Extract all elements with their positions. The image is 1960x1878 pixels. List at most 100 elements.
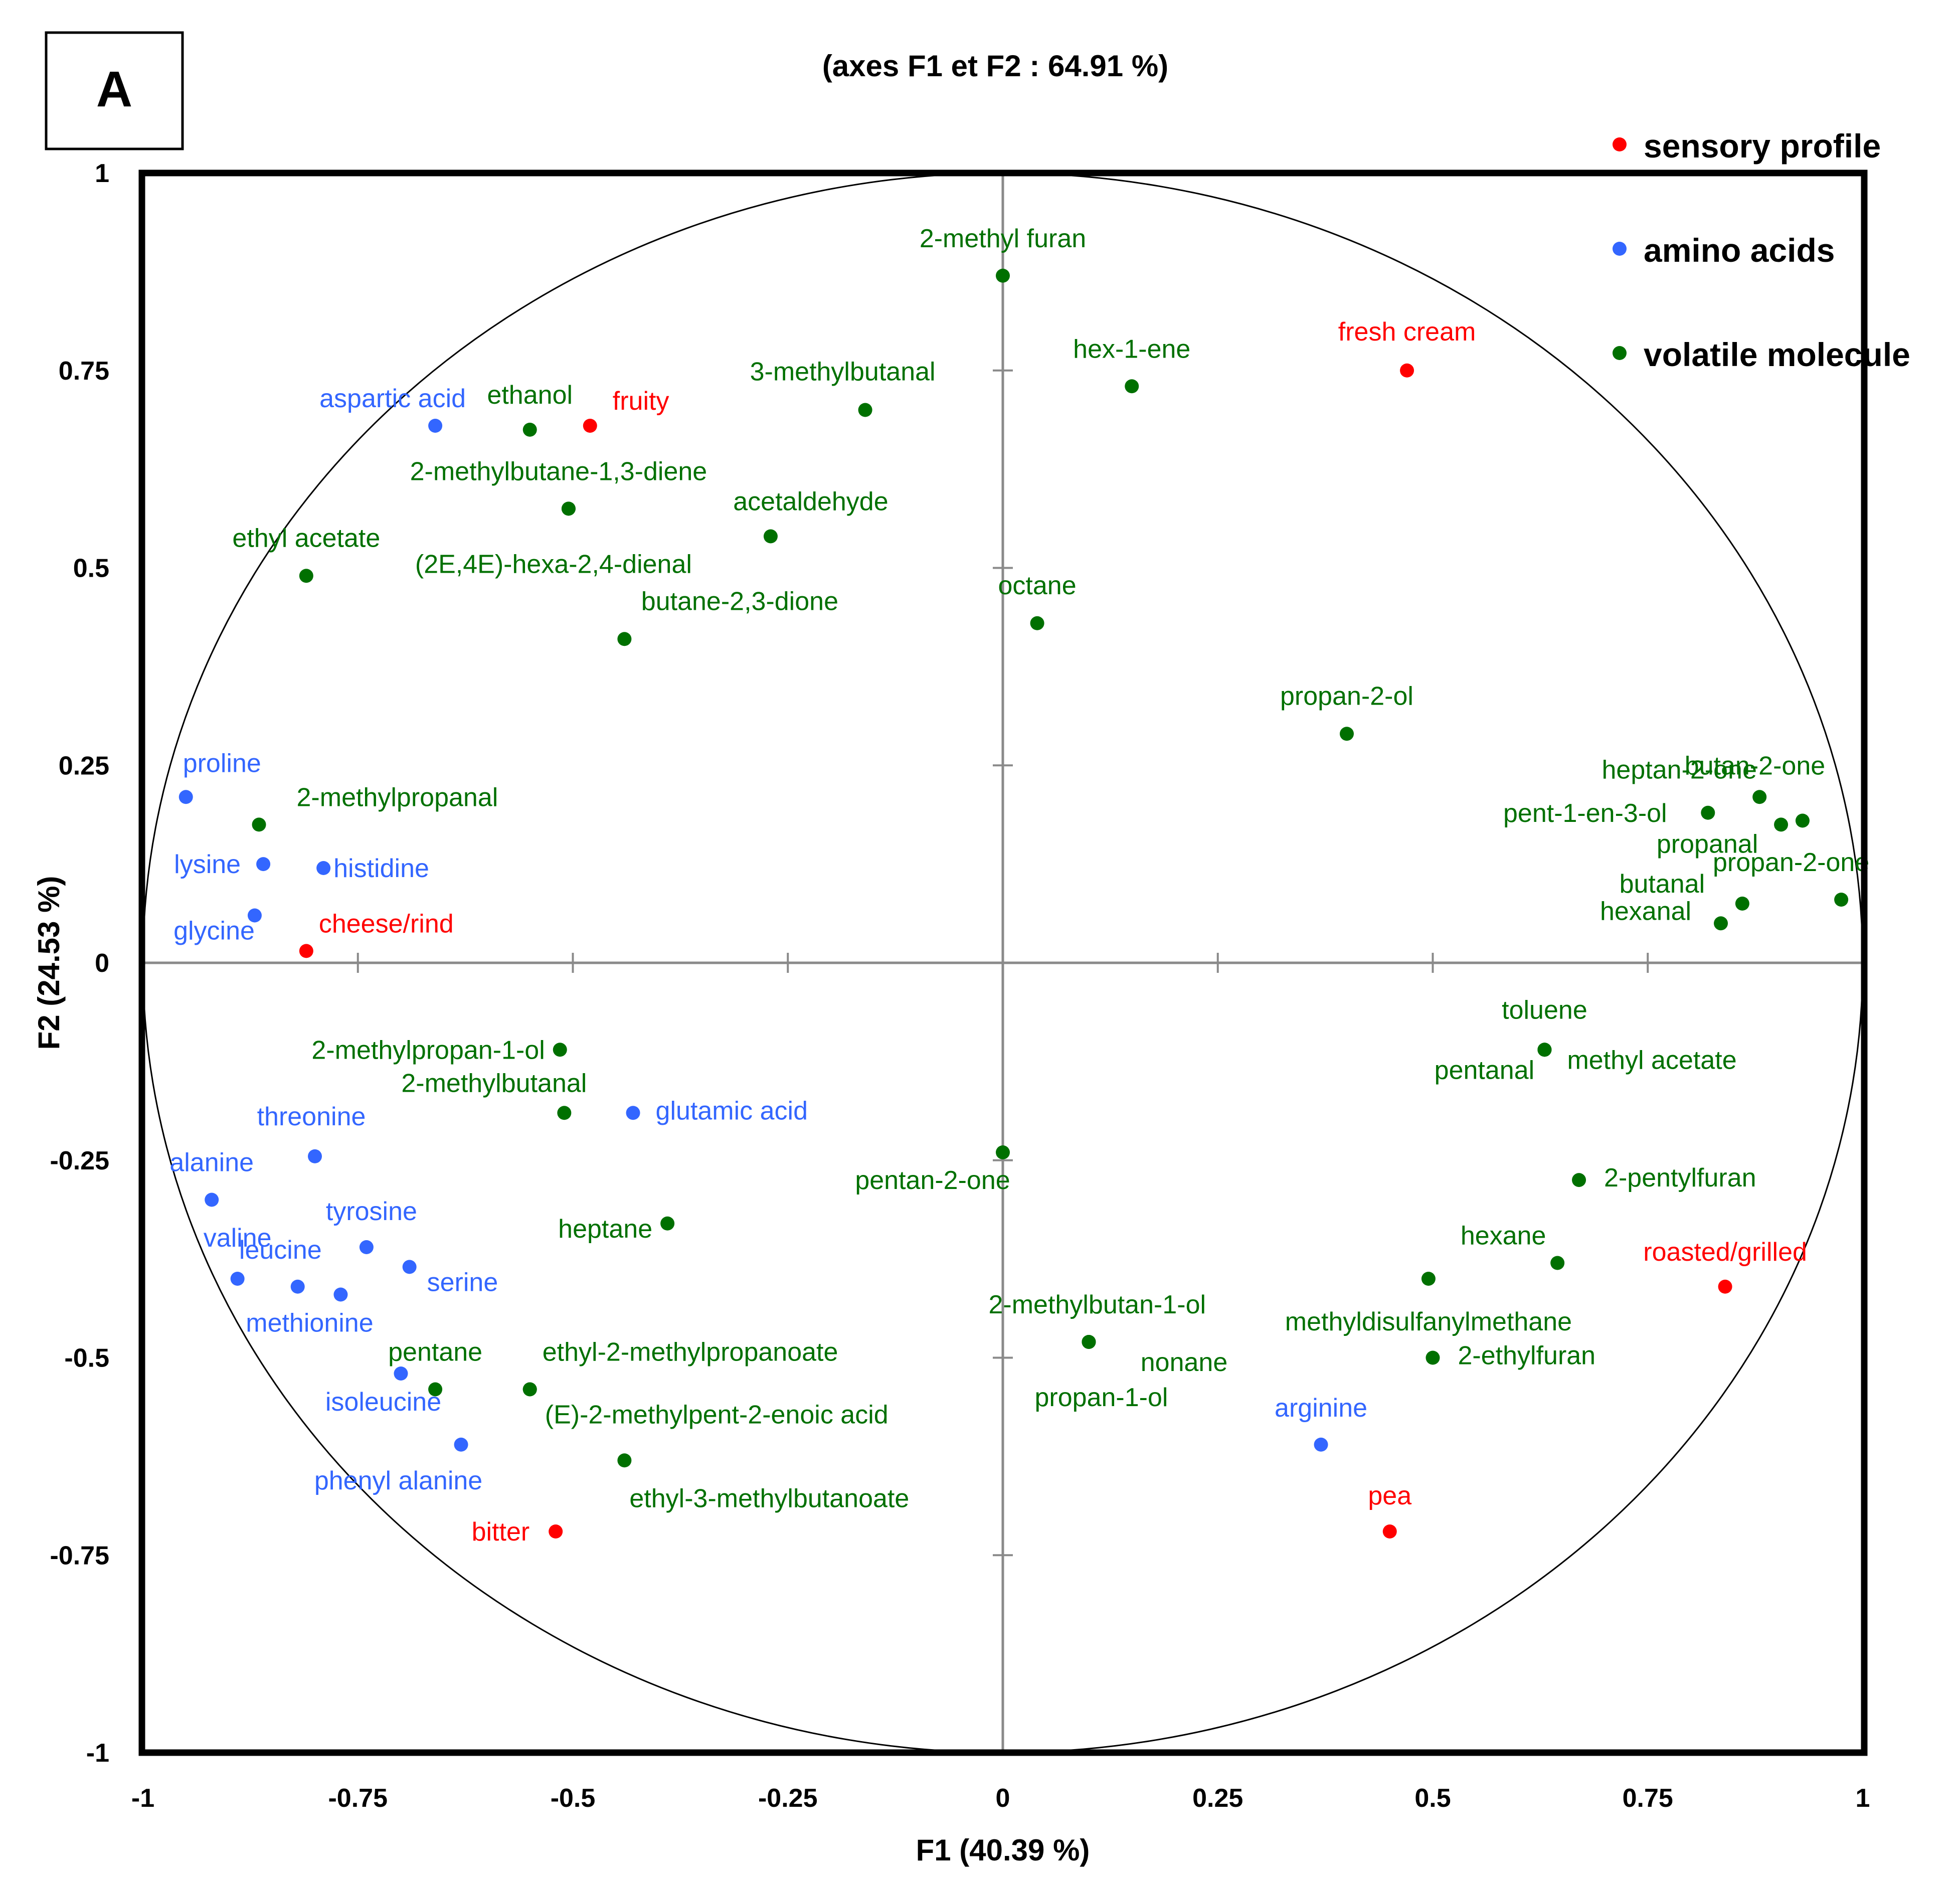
point-2-pentylfuran [1572, 1173, 1586, 1187]
point-octane [1030, 616, 1044, 630]
point-pea [1382, 1524, 1397, 1539]
y-tick-label: 0.25 [59, 751, 109, 780]
x-tick-label: 0.25 [1192, 1784, 1243, 1813]
y-tick-label: 0 [95, 949, 109, 978]
point-2-methyl-furan [996, 268, 1010, 283]
point-butane-2-3-dione [617, 632, 632, 646]
point-label-2-pentylfuran: 2-pentylfuran [1604, 1163, 1756, 1192]
point-label-glutamic-acid: glutamic acid [656, 1096, 808, 1125]
point-label-2-methylbutane-1-3-diene: 2-methylbutane-1,3-diene [410, 457, 707, 486]
point-heptane [660, 1216, 675, 1231]
point-label-methionine: methionine [246, 1309, 373, 1338]
point-bitter [549, 1524, 563, 1539]
point-label-isoleucine: isoleucine [325, 1388, 441, 1417]
x-tick-label: 1 [1856, 1784, 1870, 1813]
y-tick-label: 0.5 [73, 554, 109, 583]
point-pentane [428, 1382, 443, 1397]
legend-marker-amino-acids [1613, 242, 1627, 256]
point-label-pea: pea [1368, 1481, 1411, 1510]
point-label-butane-2-3-dione: butane-2,3-dione [641, 587, 838, 616]
point-aspartic-acid [428, 419, 443, 433]
point-label-propan-1-ol: propan-1-ol [1035, 1383, 1168, 1412]
point-leucine [290, 1279, 305, 1294]
point-label-nonane: nonane [1141, 1348, 1228, 1377]
point-label-2-methylbutan-1-ol: 2-methylbutan-1-ol [989, 1290, 1206, 1319]
point-fresh-cream [1400, 363, 1414, 378]
point-methyl-acetate [1537, 1043, 1552, 1057]
point-roasted-grilled [1718, 1279, 1732, 1294]
point-alanine [205, 1192, 219, 1207]
point-label-histidine: histidine [333, 854, 429, 883]
point-label-pentan-2-one: pentan-2-one [855, 1166, 1010, 1195]
point-threonine [308, 1149, 322, 1163]
point-label-heptan-2-one: heptan-2-one [1602, 755, 1757, 784]
y-axis-label: F2 (24.53 %) [32, 876, 66, 1050]
point-3-methylbutanal [858, 403, 872, 417]
point-2-ethylfuran [1426, 1350, 1440, 1365]
x-tick-label: 0 [996, 1784, 1010, 1813]
point-hexanal [1714, 916, 1728, 931]
point-butanal [1735, 896, 1749, 911]
point-label-pentanal: pentanal [1435, 1056, 1535, 1085]
legend-marker-volatile-molecule [1613, 346, 1627, 360]
point-2-methylbutanal [557, 1106, 572, 1120]
point-e-2-methylpent-2-enoic-acid [522, 1382, 537, 1397]
point-label-ethyl-acetate: ethyl acetate [232, 524, 380, 553]
point-label-lysine: lysine [174, 850, 241, 879]
point-hexane [1550, 1256, 1565, 1270]
point-arginine [1314, 1437, 1328, 1452]
legend-marker-sensory-profile [1613, 137, 1627, 151]
point-label-roasted-grilled: roasted/grilled [1643, 1238, 1807, 1267]
point-label-acetaldehyde: acetaldehyde [733, 487, 888, 517]
point-proline [179, 790, 193, 804]
point-label-ethanol: ethanol [487, 381, 573, 410]
point-label-butan-2-one: butan-2-one [1685, 752, 1825, 781]
point-acetaldehyde [763, 529, 778, 544]
point-propanal [1774, 817, 1789, 832]
point-label-2-methylbutanal: 2-methylbutanal [401, 1069, 587, 1098]
point-methyldisulfanylmethane [1421, 1272, 1436, 1286]
point-propan-1-ol [1082, 1335, 1096, 1349]
point-label-pentane: pentane [388, 1338, 482, 1367]
point-label-fresh-cream: fresh cream [1338, 317, 1476, 347]
point-label-glycine: glycine [173, 917, 255, 946]
point-fruity [583, 419, 597, 433]
point-label-fruity: fruity [613, 387, 669, 416]
point-label-methyldisulfanylmethane: methyldisulfanylmethane [1285, 1307, 1572, 1336]
point-label-alanine: alanine [169, 1148, 254, 1177]
point-label-threonine: threonine [257, 1102, 366, 1131]
x-tick-label: -0.5 [551, 1784, 596, 1813]
x-tick-label: -1 [131, 1784, 154, 1813]
point-label-tyrosine: tyrosine [326, 1197, 417, 1226]
point-label-propan-2-ol: propan-2-ol [1280, 681, 1413, 711]
point-label-ethyl-2-methylpropanoate: ethyl-2-methylpropanoate [543, 1338, 838, 1367]
point-glutamic-acid [626, 1106, 640, 1120]
point-ethyl-3-methylbutanoate [617, 1453, 632, 1468]
x-tick-label: -0.75 [328, 1784, 388, 1813]
legend-label-sensory-profile: sensory profile [1644, 127, 1881, 164]
y-tick-label: 0.75 [59, 357, 109, 386]
point-label-cheese-rind: cheese/rind [319, 909, 454, 938]
chart-title: (axes F1 et F2 : 64.91 %) [822, 49, 1168, 83]
y-tick-label: -0.5 [64, 1344, 109, 1373]
point-label-hexane: hexane [1461, 1222, 1546, 1251]
point-propan-2-ol [1340, 727, 1354, 741]
y-tick-label: -0.75 [50, 1541, 109, 1570]
x-tick-label: 0.5 [1414, 1784, 1451, 1813]
legend-label-volatile-molecule: volatile molecule [1644, 336, 1910, 373]
x-axis-label: F1 (40.39 %) [916, 1833, 1090, 1867]
point-butan-2-one [1795, 813, 1810, 828]
point-label-valine: valine [204, 1224, 272, 1253]
point-label-methyl-acetate: methyl acetate [1567, 1046, 1736, 1075]
point-label-serine: serine [427, 1268, 498, 1297]
point-phenyl-alanine [454, 1437, 468, 1452]
point-heptan-2-one [1752, 790, 1767, 804]
y-tick-label: -0.25 [50, 1146, 109, 1175]
point-label-2-methylpropanal: 2-methylpropanal [297, 783, 498, 812]
point-label-2-methylpropan-1-ol: 2-methylpropan-1-ol [311, 1036, 545, 1065]
point-label-e-2-methylpent-2-enoic-acid: (E)-2-methylpent-2-enoic acid [545, 1401, 888, 1430]
point-lysine [256, 857, 271, 872]
point-glycine [247, 908, 262, 923]
x-tick-label: 0.75 [1623, 1784, 1673, 1813]
